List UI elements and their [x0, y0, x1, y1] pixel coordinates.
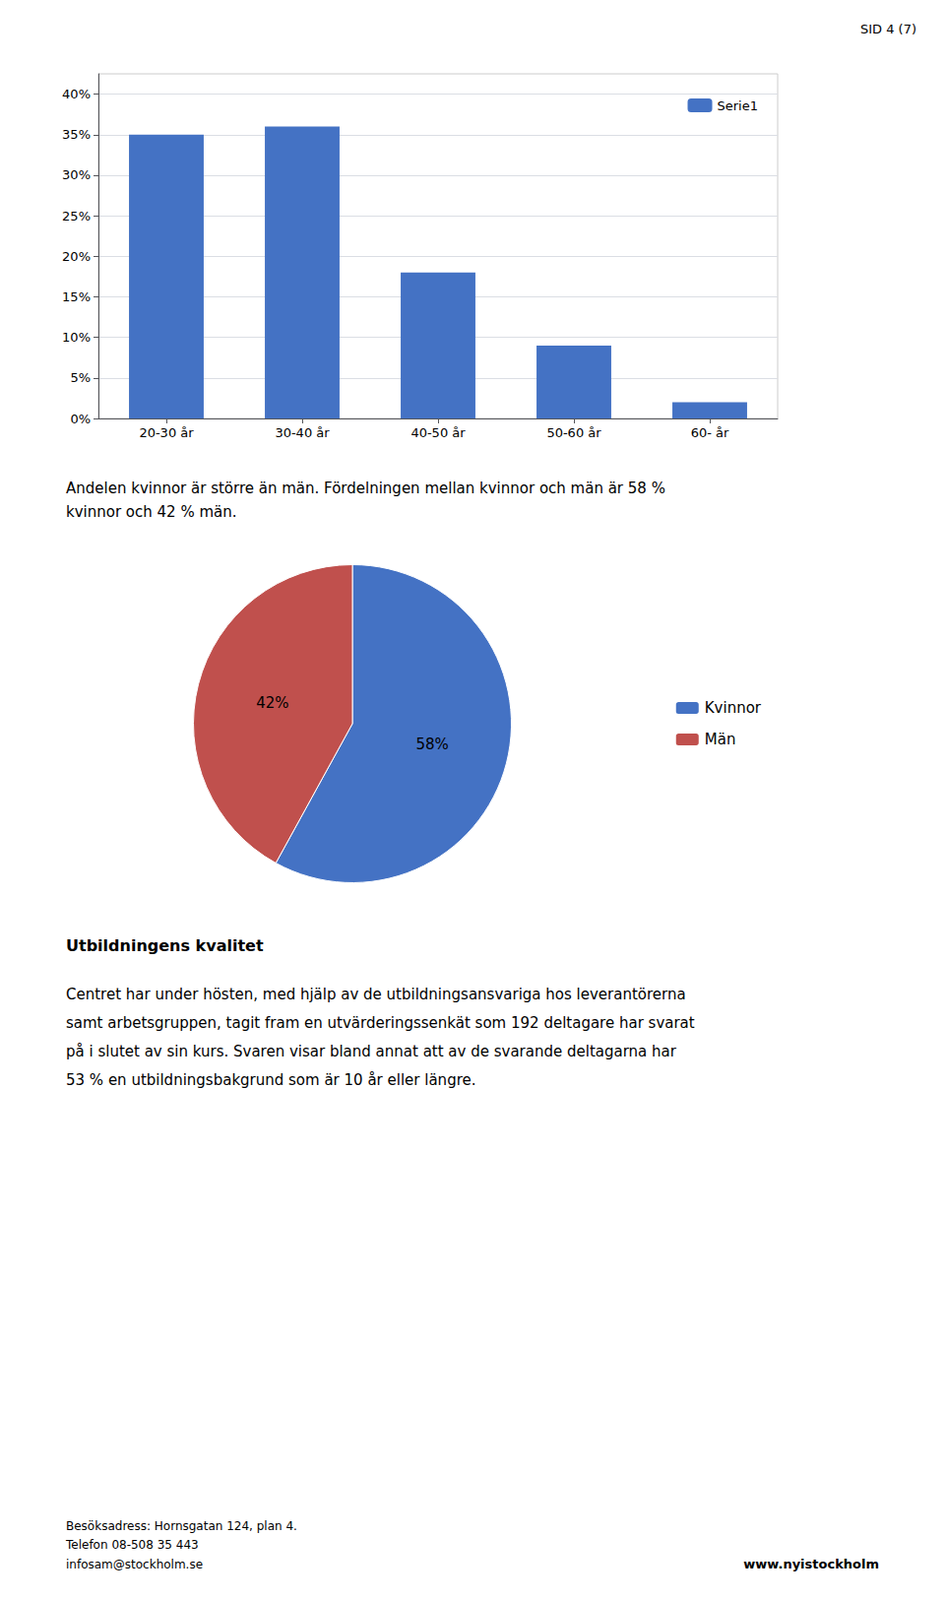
svg-text:30%: 30% — [62, 167, 91, 183]
svg-text:42%: 42% — [255, 693, 289, 712]
svg-text:25%: 25% — [62, 208, 91, 224]
svg-text:10%: 10% — [62, 329, 91, 345]
svg-text:60- år: 60- år — [691, 425, 730, 441]
html-text:www.nyistockholm: www.nyistockholm — [743, 1556, 880, 1572]
svg-text:Serie1: Serie1 — [717, 98, 758, 114]
html-text:infosam@stockholm.se: infosam@stockholm.se — [65, 1556, 203, 1571]
html-text:Utbildningens kvalitet: Utbildningens kvalitet — [65, 936, 264, 955]
html-text:Andelen kvinnor är större än m: Andelen kvinnor är större än män. Fördel… — [65, 479, 666, 498]
svg-text:40%: 40% — [62, 86, 91, 102]
svg-text:20%: 20% — [62, 249, 91, 264]
svg-text:58%: 58% — [415, 735, 448, 754]
html-text:SID 4 (7): SID 4 (7) — [860, 21, 917, 37]
svg-text:30-40 år: 30-40 år — [274, 425, 330, 441]
svg-text:Män: Män — [704, 730, 737, 749]
html-text:kvinnor och 42 % män.: kvinnor och 42 % män. — [65, 503, 237, 521]
svg-text:20-30 år: 20-30 år — [138, 425, 194, 441]
html-text:Telefon 08-508 35 443: Telefon 08-508 35 443 — [65, 1537, 199, 1552]
html-text:Centret har under hösten, med: Centret har under hösten, med hjälp av d… — [65, 985, 686, 1004]
html-text:samt arbetsgruppen, tagit fram: samt arbetsgruppen, tagit fram en utvärd… — [65, 1013, 695, 1032]
svg-text:5%: 5% — [69, 370, 91, 385]
svg-text:15%: 15% — [62, 289, 91, 305]
html-text:53 % en utbildningsbakgrund so: 53 % en utbildningsbakgrund som är 10 år… — [65, 1071, 476, 1089]
html-text:Besöksadress: Hornsgatan 124,: Besöksadress: Hornsgatan 124, plan 4. — [65, 1518, 298, 1533]
svg-text:35%: 35% — [62, 126, 91, 142]
svg-text:50-60 år: 50-60 år — [546, 425, 602, 441]
svg-text:0%: 0% — [69, 411, 91, 427]
html-text:på i slutet av sin kurs. Svare: på i slutet av sin kurs. Svaren visar bl… — [65, 1042, 677, 1061]
svg-text:Kvinnor: Kvinnor — [704, 698, 762, 717]
svg-text:40-50 år: 40-50 år — [410, 425, 466, 441]
